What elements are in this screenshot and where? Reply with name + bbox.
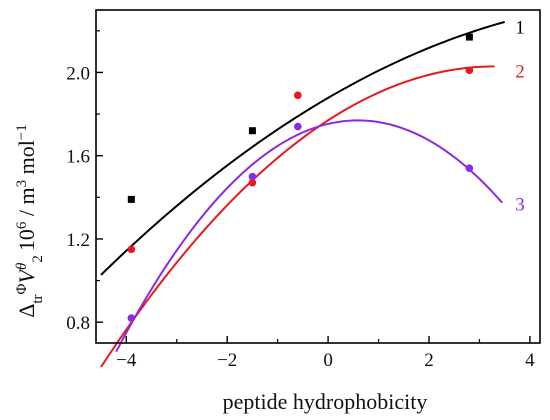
x-axis-title: peptide hydrophobicity — [223, 389, 428, 414]
data-point-series-3 — [127, 314, 136, 322]
data-point-series-3 — [465, 164, 474, 172]
plot-frame — [95, 9, 541, 344]
data-point-series-1 — [127, 195, 135, 203]
data-point-series-3 — [294, 122, 302, 131]
series-labels: 1 2 3 — [515, 18, 525, 216]
x-tick-label: 0 — [323, 350, 333, 371]
x-tick-label: −2 — [217, 350, 237, 371]
data-point-series-2 — [465, 66, 474, 75]
data-points — [127, 33, 474, 322]
series-label-1: 1 — [515, 18, 525, 39]
data-point-series-2 — [294, 91, 302, 100]
series-label-2: 2 — [515, 61, 525, 82]
y-tick-label: 0.8 — [66, 313, 90, 334]
fit-curve-series-1 — [100, 20, 505, 276]
fit-curve-series-3 — [115, 119, 503, 353]
data-point-series-2 — [127, 245, 136, 254]
axis-ticks: −4 −2 0 2 4 0.8 1.2 1.6 2.0 — [66, 30, 535, 371]
fit-curves — [100, 20, 505, 368]
series-label-3: 3 — [515, 195, 525, 216]
data-point-series-2 — [248, 178, 257, 187]
x-tick-label: 4 — [525, 350, 535, 371]
y-tick-label: 1.6 — [66, 147, 90, 168]
data-point-series-3 — [248, 172, 257, 181]
fit-curve-series-2 — [100, 65, 495, 368]
x-tick-label: 2 — [424, 350, 434, 371]
y-tick-label: 2.0 — [66, 63, 90, 84]
y-axis-title: ΔtrΦVθ2106 / m3 mol−1 — [14, 124, 46, 318]
data-point-series-1 — [248, 127, 256, 135]
data-point-series-1 — [465, 33, 473, 41]
y-tick-label: 1.2 — [66, 230, 90, 251]
x-tick-label: −4 — [116, 350, 137, 371]
